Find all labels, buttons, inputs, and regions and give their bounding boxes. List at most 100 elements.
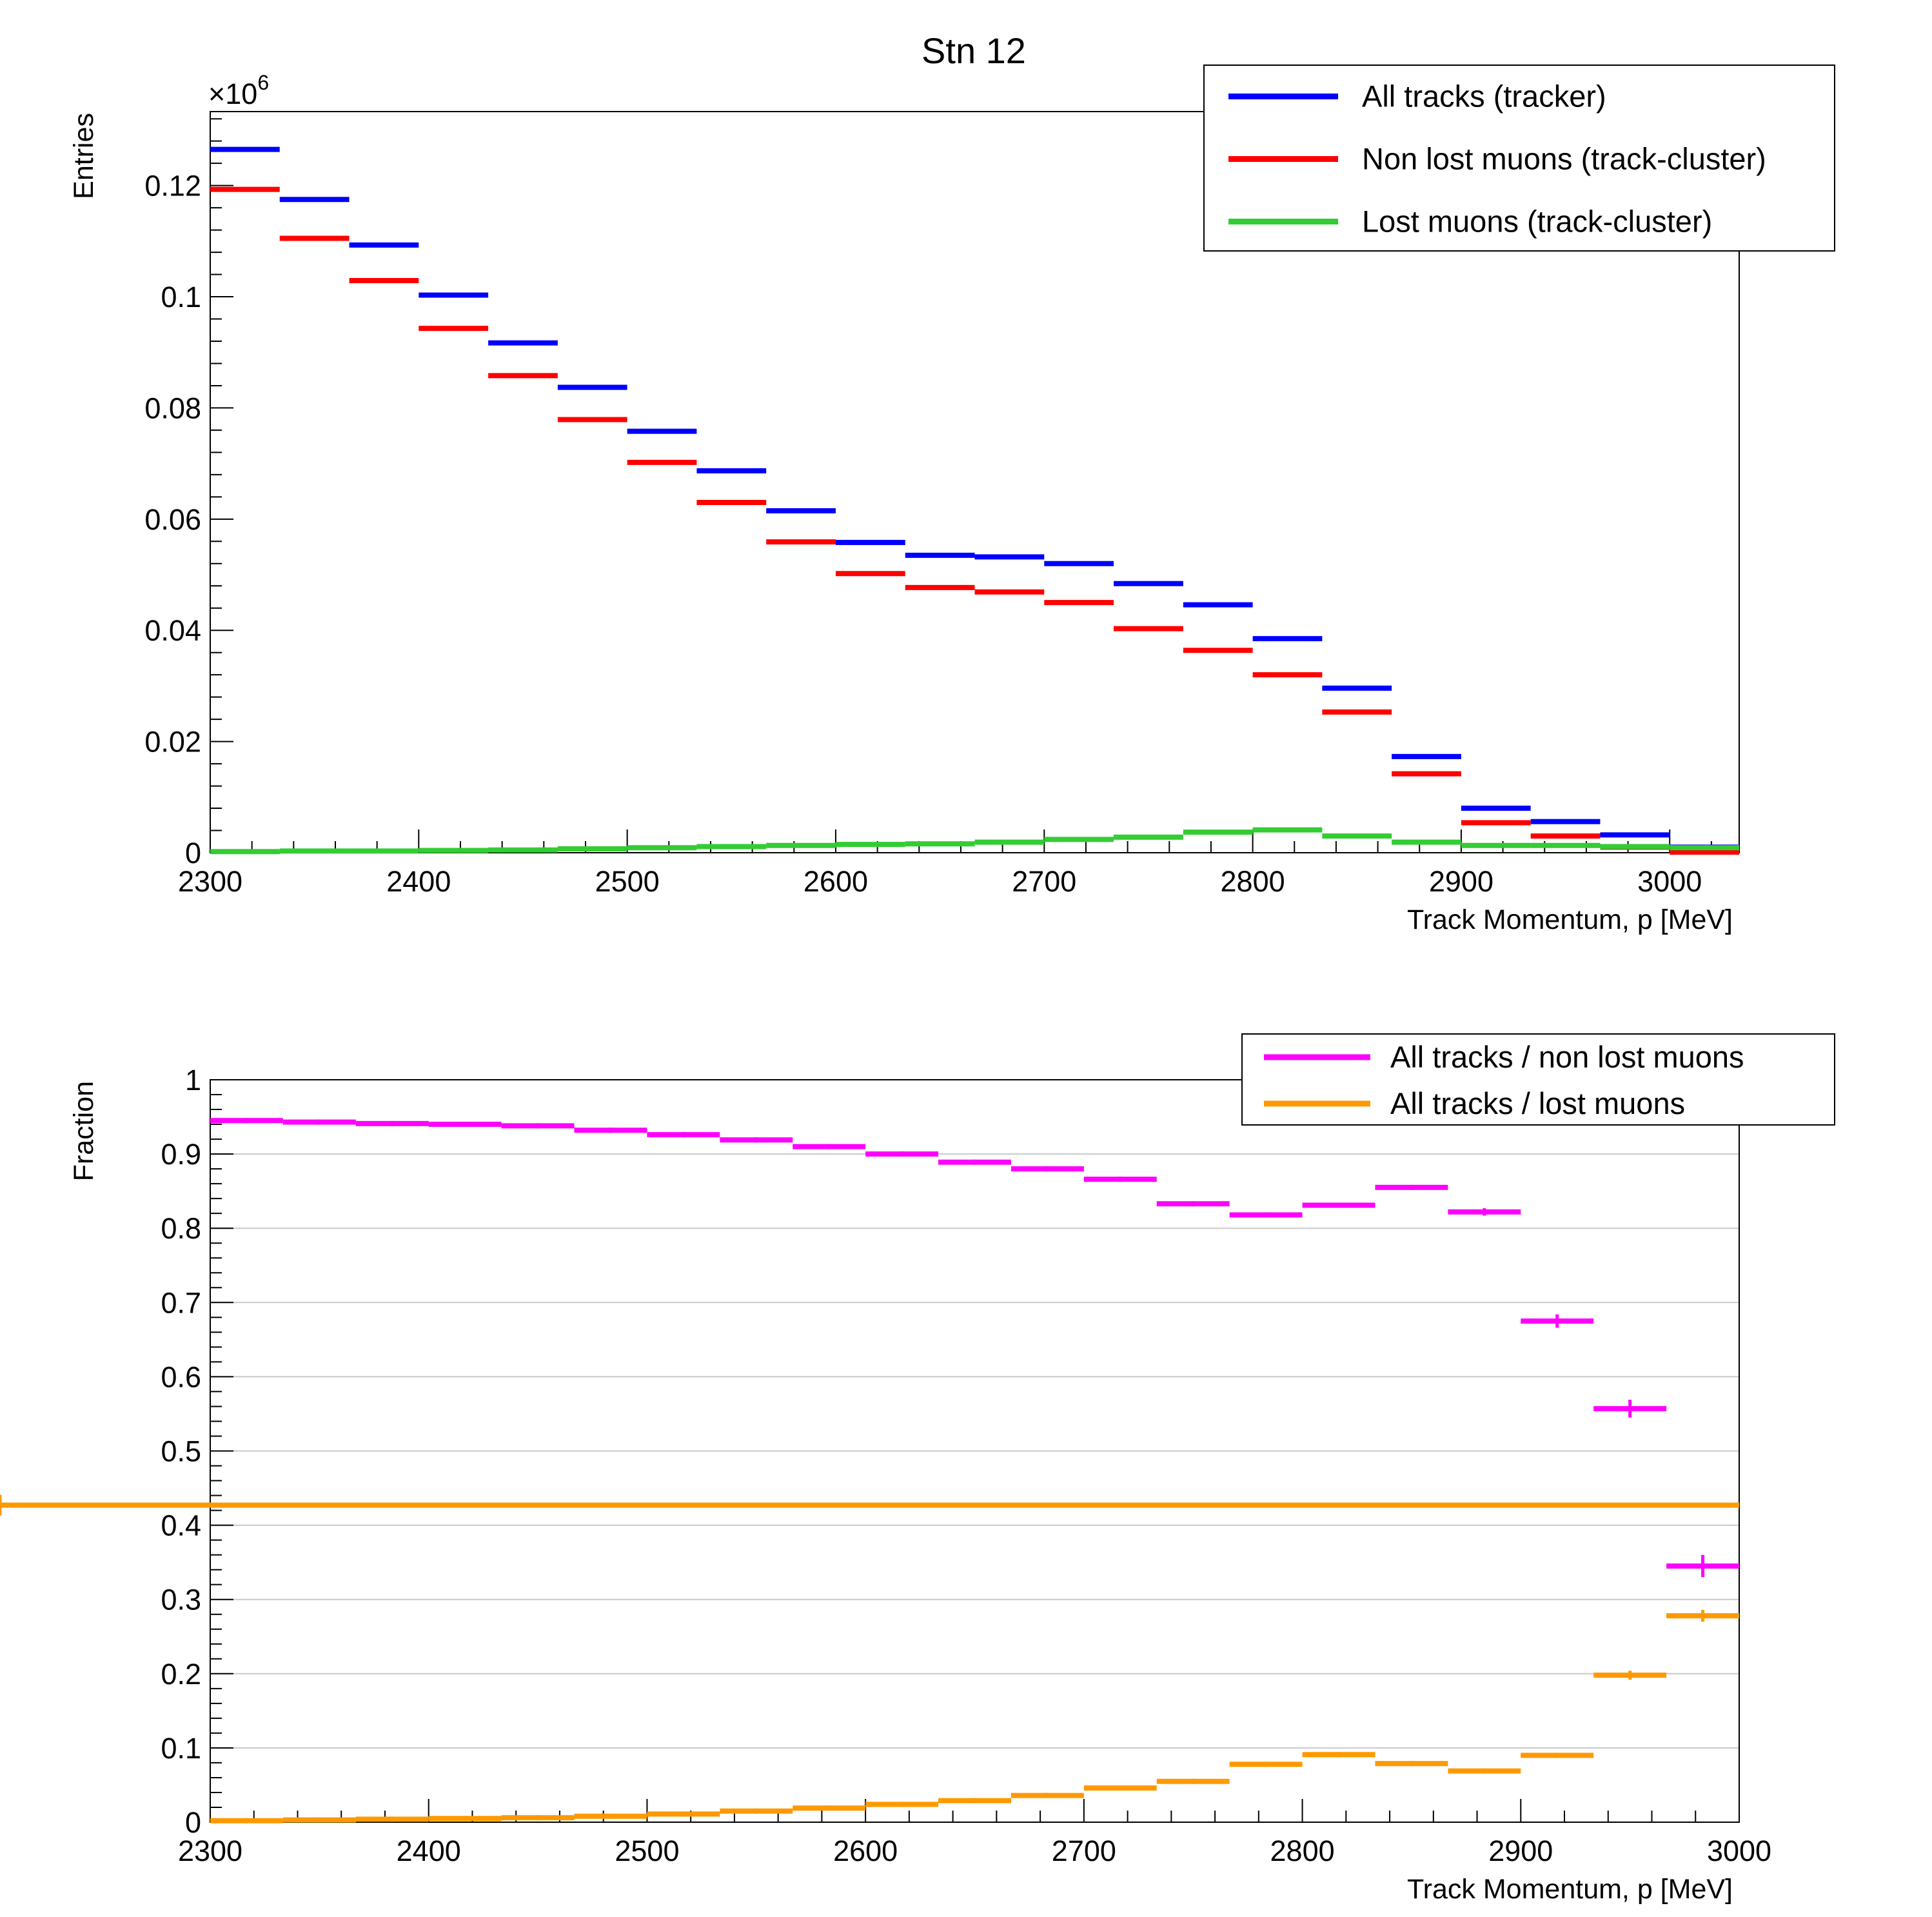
x-tick-label: 3000 xyxy=(1707,1834,1771,1867)
y-tick-label: 0.4 xyxy=(161,1509,201,1542)
y-tick-label: 0.8 xyxy=(161,1212,201,1245)
x-tick-label: 2600 xyxy=(833,1834,898,1867)
y-tick-label: 0.9 xyxy=(161,1138,201,1171)
y-multiplier: ×106 xyxy=(208,71,269,110)
data-point xyxy=(574,1127,647,1133)
data-point xyxy=(428,1122,502,1127)
y-tick-label: 0.06 xyxy=(144,503,201,536)
data-point xyxy=(282,1817,356,1823)
data-point xyxy=(1521,1314,1594,1328)
data-point xyxy=(647,1132,720,1138)
data-point xyxy=(1521,1753,1594,1758)
y-axis-label: Entries xyxy=(68,113,99,199)
series-all-tracks-non-lost-muons xyxy=(210,1118,1739,1578)
legend-label: All tracks / lost muons xyxy=(1390,1086,1685,1120)
x-tick-label: 2500 xyxy=(615,1834,679,1867)
series-all-tracks-tracker xyxy=(210,146,1739,850)
series-all-tracks-lost-muons xyxy=(0,1495,1739,1823)
data-point xyxy=(938,1159,1011,1165)
y-tick-label: 0.6 xyxy=(161,1360,201,1393)
x-tick-label: 2300 xyxy=(178,1834,242,1867)
data-point xyxy=(210,1818,283,1823)
y-tick-label: 0.1 xyxy=(161,281,201,313)
legend-item: All tracks / non lost muons xyxy=(1264,1040,1744,1074)
x-tick-label: 2500 xyxy=(595,865,660,898)
y-tick-label: 0.12 xyxy=(144,170,201,203)
y-tick-label: 0.02 xyxy=(144,726,201,759)
y-tick-label: 1 xyxy=(185,1064,201,1097)
x-axis-label: Track Momentum, p [MeV] xyxy=(1407,904,1733,935)
data-point xyxy=(647,1811,720,1817)
y-axis-label: Fraction xyxy=(68,1081,99,1181)
legend-item: Lost muons (track-cluster) xyxy=(1228,204,1712,239)
legend-label: Non lost muons (track-cluster) xyxy=(1362,142,1766,176)
data-point xyxy=(428,1816,502,1822)
x-tick-label: 2600 xyxy=(803,865,868,898)
data-point xyxy=(1156,1778,1230,1784)
x-tick-label: 2900 xyxy=(1429,865,1493,898)
x-tick-label: 2800 xyxy=(1221,865,1285,898)
x-tick-label: 2700 xyxy=(1012,865,1076,898)
legend-item: All tracks / lost muons xyxy=(1264,1086,1685,1120)
data-point xyxy=(720,1808,793,1814)
data-point xyxy=(720,1137,793,1143)
y-tick-label: 0.08 xyxy=(144,392,201,424)
y-tick-label: 0.5 xyxy=(161,1435,201,1468)
data-point xyxy=(1593,1400,1667,1418)
data-point xyxy=(1375,1761,1448,1767)
data-point xyxy=(865,1151,939,1157)
data-point xyxy=(865,1802,939,1807)
data-point xyxy=(1448,1768,1521,1774)
x-axis-label: Track Momentum, p [MeV] xyxy=(1407,1874,1733,1905)
data-point xyxy=(1010,1793,1084,1798)
data-point xyxy=(501,1815,575,1821)
data-point xyxy=(1666,1609,1739,1622)
legend-label: All tracks (tracker) xyxy=(1362,79,1606,114)
legend-box xyxy=(1241,1033,1835,1126)
data-point xyxy=(355,1120,429,1126)
legend-item: All tracks (tracker) xyxy=(1228,79,1606,114)
legend-label: All tracks / non lost muons xyxy=(1390,1040,1744,1074)
y-tick-label: 0.3 xyxy=(161,1584,201,1616)
x-tick-label: 2800 xyxy=(1270,1834,1335,1867)
x-tick-label: 2300 xyxy=(178,865,242,898)
y-tick-label: 0 xyxy=(185,837,201,869)
data-point xyxy=(1229,1762,1303,1767)
data-point xyxy=(1229,1212,1303,1218)
plot-frame xyxy=(210,111,1740,853)
data-point xyxy=(1083,1177,1157,1182)
y-tick-label: 0.2 xyxy=(161,1658,201,1691)
series-non-lost-muons-track-cluster xyxy=(210,186,1739,855)
entries-panel: 2300 2400 2500 2600 2700 2800 2900 3000 0 0.02 0.0… xyxy=(68,65,1835,935)
data-point xyxy=(1448,1208,1521,1216)
data-point xyxy=(1302,1752,1375,1758)
data-point xyxy=(574,1813,647,1819)
x-tick-label: 2700 xyxy=(1052,1834,1116,1867)
legend-label: Lost muons (track-cluster) xyxy=(1362,204,1712,239)
legend: All tracks / non lost muons All tracks / … xyxy=(1241,1033,1835,1126)
data-point xyxy=(1302,1202,1375,1208)
legend: All tracks (tracker) Non lost muons (trac… xyxy=(1203,65,1835,252)
data-point xyxy=(1010,1166,1084,1172)
x-tick-label: 2900 xyxy=(1488,1834,1553,1867)
data-point xyxy=(282,1119,356,1125)
series-lost-muons-track-cluster xyxy=(210,827,1739,855)
data-point xyxy=(210,1118,283,1124)
y-multiplier-base: ×10 xyxy=(208,77,257,110)
data-point xyxy=(938,1798,1011,1803)
data-point xyxy=(793,1805,866,1811)
x-tick-label: 3000 xyxy=(1637,865,1702,898)
x-tick-label: 2400 xyxy=(397,1834,461,1867)
y-tick-label: 0.1 xyxy=(161,1732,201,1765)
data-point xyxy=(1666,1554,1739,1578)
data-point xyxy=(1375,1184,1448,1190)
legend-item: Non lost muons (track-cluster) xyxy=(1228,142,1766,176)
data-point xyxy=(1593,1671,1667,1680)
y-tick-label: 0.04 xyxy=(144,614,201,647)
data-point xyxy=(1083,1785,1157,1791)
chart-title: Stn 12 xyxy=(922,30,1026,71)
y-multiplier-exponent: 6 xyxy=(257,71,269,94)
data-point xyxy=(355,1816,429,1822)
y-tick-label: 0 xyxy=(185,1806,201,1839)
